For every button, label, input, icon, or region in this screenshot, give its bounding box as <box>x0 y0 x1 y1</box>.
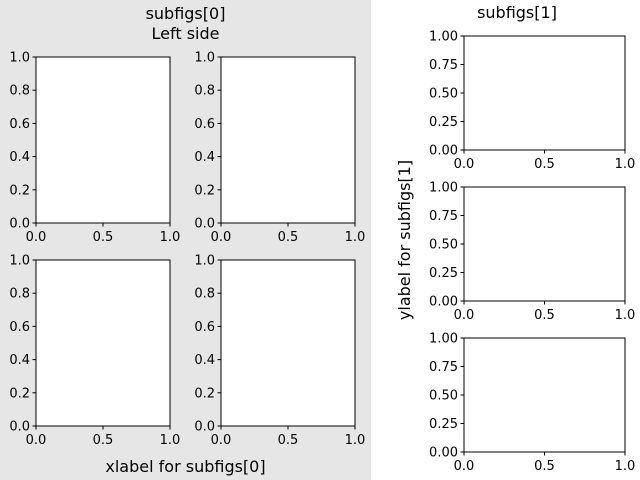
y-tick-label: 0.50 <box>429 87 458 102</box>
y-tick-label: 0.0 <box>9 420 30 435</box>
x-tick-label: 1.0 <box>345 433 366 448</box>
axes-6: 0.0 0.5 1.0 0.00 0.25 0.50 0.75 1.00 <box>429 332 635 475</box>
left-subfigure-title-line2: Left side <box>152 24 220 43</box>
y-tick-label: 0.2 <box>9 386 30 401</box>
y-tick-label: 1.0 <box>194 51 215 66</box>
x-tick-label: 1.0 <box>615 308 636 323</box>
x-tick-label: 0.5 <box>534 459 555 474</box>
x-tick-label: 0.5 <box>278 230 299 245</box>
x-tick-label: 1.0 <box>615 157 636 172</box>
y-tick-label: 0.50 <box>429 238 458 253</box>
axes-1-plot-area <box>220 56 356 224</box>
left-subfigure-title-line1: subfigs[0] <box>146 4 226 23</box>
x-tick-label: 0.5 <box>534 308 555 323</box>
y-tick-label: 0.00 <box>429 144 458 159</box>
y-tick-label: 0.4 <box>9 150 30 165</box>
axes-6-plot-area <box>463 337 626 453</box>
x-tick-label: 0.5 <box>93 230 114 245</box>
axes-3-plot-area <box>220 259 356 427</box>
right-subfigure-ylabel: ylabel for subfigs[1] <box>395 160 414 320</box>
x-tick-label: 1.0 <box>160 230 181 245</box>
axes-5: 0.0 0.5 1.0 0.00 0.25 0.50 0.75 1.00 <box>429 181 635 324</box>
axes-2: 0.0 0.5 1.0 0.0 0.2 0.4 0.6 0.8 1.0 <box>9 254 180 449</box>
x-tick-label: 1.0 <box>615 459 636 474</box>
axes-5-plot-area <box>463 186 626 302</box>
axes-3: 0.0 0.5 1.0 0.0 0.2 0.4 0.6 0.8 1.0 <box>194 254 365 449</box>
y-tick-label: 1.0 <box>194 254 215 269</box>
y-tick-label: 0.2 <box>194 183 215 198</box>
x-tick-label: 0.5 <box>278 433 299 448</box>
x-tick-label: 0.0 <box>454 459 475 474</box>
y-tick-label: 1.00 <box>429 181 458 196</box>
x-tick-label: 0.0 <box>26 433 47 448</box>
y-tick-label: 0.2 <box>9 183 30 198</box>
axes-4: 0.0 0.5 1.0 0.00 0.25 0.50 0.75 1.00 <box>429 30 635 173</box>
y-tick-label: 0.4 <box>194 353 215 368</box>
x-tick-label: 0.0 <box>211 230 232 245</box>
axes-4-plot-area <box>463 35 626 151</box>
y-tick-label: 0.8 <box>194 287 215 302</box>
y-tick-label: 0.00 <box>429 446 458 461</box>
x-tick-label: 0.0 <box>211 433 232 448</box>
y-tick-label: 0.6 <box>9 117 30 132</box>
y-tick-label: 0.0 <box>194 420 215 435</box>
y-tick-label: 0.00 <box>429 295 458 310</box>
y-tick-label: 0.75 <box>429 360 458 375</box>
y-tick-label: 1.00 <box>429 30 458 45</box>
y-tick-label: 0.75 <box>429 58 458 73</box>
x-tick-label: 0.5 <box>93 433 114 448</box>
y-tick-label: 0.75 <box>429 209 458 224</box>
y-tick-label: 0.6 <box>194 320 215 335</box>
axes-2-plot-area <box>35 259 171 427</box>
y-tick-label: 0.8 <box>9 287 30 302</box>
axes-0-plot-area <box>35 56 171 224</box>
x-tick-label: 1.0 <box>160 433 181 448</box>
x-tick-label: 0.5 <box>534 157 555 172</box>
x-tick-label: 0.0 <box>454 308 475 323</box>
x-tick-label: 1.0 <box>345 230 366 245</box>
x-tick-label: 0.0 <box>454 157 475 172</box>
y-tick-label: 0.0 <box>194 217 215 232</box>
y-tick-label: 0.2 <box>194 386 215 401</box>
axes-1: 0.0 0.5 1.0 0.0 0.2 0.4 0.6 0.8 1.0 <box>194 51 365 246</box>
y-tick-label: 0.6 <box>194 117 215 132</box>
axes-0: 0.0 0.5 1.0 0.0 0.2 0.4 0.6 0.8 1.0 <box>9 51 180 246</box>
y-tick-label: 1.00 <box>429 332 458 347</box>
y-tick-label: 0.50 <box>429 389 458 404</box>
y-tick-label: 0.8 <box>194 84 215 99</box>
x-tick-label: 0.0 <box>26 230 47 245</box>
y-tick-label: 0.25 <box>429 417 458 432</box>
y-tick-label: 0.25 <box>429 115 458 130</box>
y-tick-label: 0.25 <box>429 266 458 281</box>
y-tick-label: 0.6 <box>9 320 30 335</box>
left-subfigure-xlabel: xlabel for subfigs[0] <box>105 457 265 476</box>
y-tick-label: 0.8 <box>9 84 30 99</box>
y-tick-label: 0.0 <box>9 217 30 232</box>
y-tick-label: 1.0 <box>9 51 30 66</box>
y-tick-label: 1.0 <box>9 254 30 269</box>
y-tick-label: 0.4 <box>194 150 215 165</box>
y-tick-label: 0.4 <box>9 353 30 368</box>
axes-layer: 0.0 0.5 1.00.00.20.40.60.81.00.0 0.5 1.00.00… <box>9 30 635 475</box>
right-subfigure-title: subfigs[1] <box>477 3 557 22</box>
